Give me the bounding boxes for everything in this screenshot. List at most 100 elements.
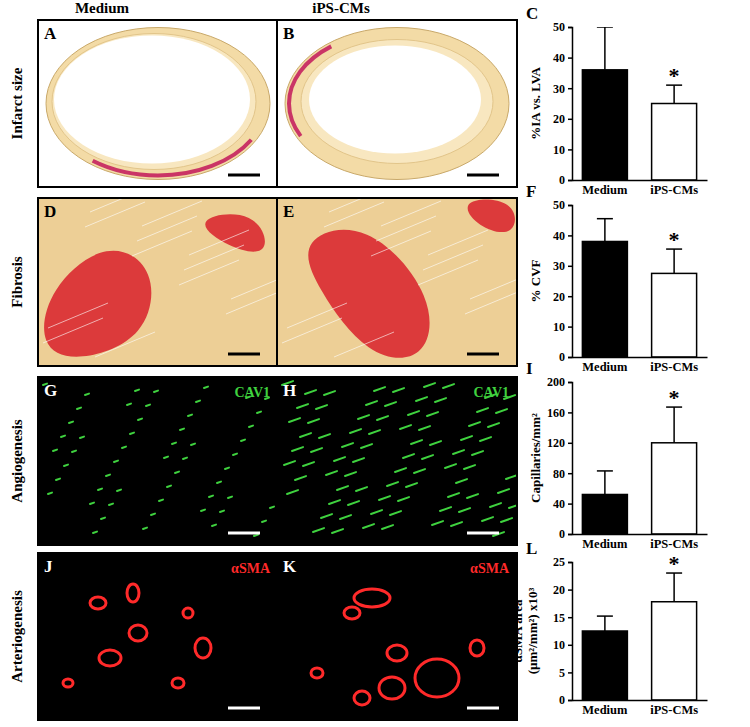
y-tick: 0 <box>559 350 572 364</box>
image-panel <box>277 377 517 545</box>
x-axis: Medium iPS-CMs <box>573 700 708 717</box>
capillary <box>316 405 327 409</box>
capillary <box>284 461 295 465</box>
capillary <box>440 507 451 511</box>
scale-bar <box>228 174 260 177</box>
tissue-streak <box>371 231 431 256</box>
tick-label: 0 <box>559 173 565 187</box>
tick-label: 0 <box>559 350 565 364</box>
x-tick: Medium <box>582 357 628 374</box>
capillary <box>183 458 187 459</box>
capillary <box>321 514 332 518</box>
axis-line <box>573 357 708 359</box>
capillary <box>464 465 475 469</box>
panel-letter: F <box>526 182 536 201</box>
tick-label: 0 <box>559 527 565 541</box>
x-axis: MediumiPS-CMs <box>573 534 708 551</box>
tick-mark <box>568 57 572 59</box>
y-axis: 01020304050 <box>553 198 573 364</box>
capillary <box>90 503 94 504</box>
panel-letter: D <box>44 202 56 221</box>
capillary <box>385 402 396 406</box>
capillary <box>233 454 237 455</box>
error-bar <box>597 616 613 631</box>
plot-area <box>582 219 696 357</box>
scale-bar <box>467 532 499 535</box>
capillary <box>467 494 478 498</box>
capillary <box>398 497 409 501</box>
y-tick: 40 <box>553 51 572 65</box>
x-tick: iPS-CMs <box>650 180 698 197</box>
y-tick: 120 <box>547 436 572 450</box>
y-tick: 160 <box>547 406 572 420</box>
tissue-streak <box>95 332 155 357</box>
capillary <box>300 433 311 437</box>
capillary <box>472 451 483 455</box>
stain-label: CAV1 <box>473 385 509 400</box>
y-tick: 25 <box>553 555 572 569</box>
capillary <box>430 441 441 445</box>
bar <box>582 241 627 357</box>
y-tick: 20 <box>553 112 572 126</box>
capillary <box>172 443 176 444</box>
capillary <box>164 457 168 458</box>
image-panel <box>38 377 278 545</box>
capillary <box>180 429 184 430</box>
capillary <box>501 518 512 522</box>
y-tick: 0 <box>559 173 572 187</box>
tick-mark <box>568 473 572 475</box>
tissue-streak <box>324 202 384 227</box>
bar-chart: 0510152025MediumiPS-CMsαSMA area(µm²/mm²… <box>510 539 708 717</box>
capillary <box>456 479 467 483</box>
tick-label: 10 <box>553 320 565 334</box>
capillary <box>350 429 361 433</box>
arteriole <box>129 625 147 641</box>
capillary <box>459 508 470 512</box>
x-tick: Medium <box>582 534 628 551</box>
x-tick: iPS-CMs <box>650 357 698 374</box>
y-tick: 40 <box>553 497 572 511</box>
capillary <box>159 500 163 501</box>
category-label: iPS-CMs <box>650 183 698 197</box>
capillary <box>313 528 324 532</box>
tick-label: 160 <box>547 406 565 420</box>
x-tick: Medium <box>582 180 628 197</box>
tick-mark <box>568 205 572 207</box>
significance-mark: * <box>669 63 680 88</box>
column-header: Medium <box>75 0 130 16</box>
category-label: Medium <box>582 703 628 717</box>
capillary <box>366 401 377 405</box>
capillary <box>382 525 393 529</box>
significance-mark: * <box>669 227 680 252</box>
capillary <box>443 384 454 388</box>
capillary <box>249 426 253 427</box>
capillary <box>130 433 134 434</box>
y-axis-title: %IA vs. LVA <box>528 67 543 140</box>
bar-chart: 01020304050MediumiPS-CMs%IA vs. LVA*C <box>526 4 708 197</box>
capillary <box>167 486 171 487</box>
x-tick: iPS-CMs <box>650 700 698 717</box>
y-axis-title: (µm²/mm²) x10³ <box>525 588 540 675</box>
tissue-streak <box>142 201 202 226</box>
capillary <box>114 461 118 462</box>
capillary <box>64 465 68 466</box>
tissue-streak <box>189 230 249 255</box>
panel-frame <box>38 553 278 720</box>
panel-frame <box>277 553 517 720</box>
tissue-streak <box>470 274 517 299</box>
capillary <box>363 524 374 528</box>
capillary <box>340 515 351 519</box>
tick-label: 120 <box>547 436 565 450</box>
panel-letter: H <box>283 381 296 400</box>
arteriole <box>387 645 407 661</box>
capillary <box>342 443 353 447</box>
y-tick: 0 <box>559 693 572 707</box>
y-tick: 10 <box>553 143 572 157</box>
plot-area <box>582 573 696 700</box>
capillary <box>356 487 367 491</box>
category-label: iPS-CMs <box>650 360 698 374</box>
tissue-streak <box>329 198 389 212</box>
tick-mark <box>568 326 572 328</box>
capillary <box>319 434 330 438</box>
tick-label: 30 <box>553 82 565 96</box>
